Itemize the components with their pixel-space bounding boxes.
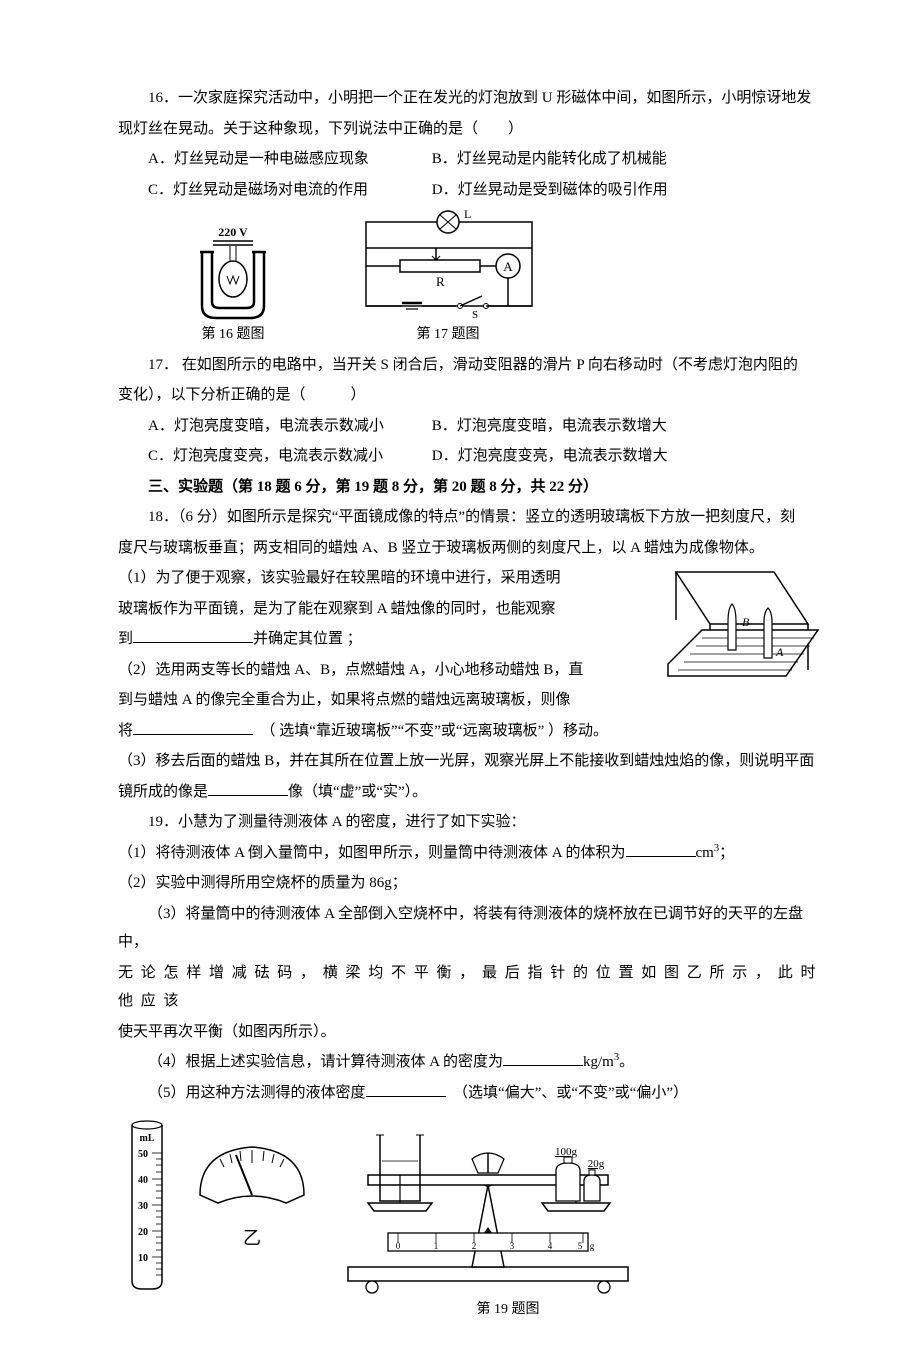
q18-stem-line2: 度尺与玻璃板垂直；两支相同的蜡烛 A、B 竖立于玻璃板两侧的刻度尺上，以 A 蜡… — [118, 534, 822, 563]
q19-blank-3[interactable] — [366, 1082, 446, 1097]
label-S: S — [472, 309, 478, 320]
svg-text:4: 4 — [548, 1241, 553, 1251]
q19-p3-l1: （3）将量筒中的待测液体 A 全部倒入空烧杯中，将装有待测液体的烧杯放在已调节好… — [118, 900, 822, 957]
svg-text:100g: 100g — [555, 1146, 578, 1158]
q17-option-a: A．灯泡亮度变暗，电流表示数减小 — [148, 412, 428, 441]
label-A: A — [775, 645, 784, 659]
q19-figures: mL 50 40 30 20 10 — [118, 1115, 822, 1306]
q18-p3-l1: （3）移去后面的蜡烛 B，并在其所在位置上放一光屏，观察光屏上不能接收到蜡烛烛焰… — [118, 747, 822, 776]
q16-option-d: D．灯丝晃动是受到磁体的吸引作用 — [432, 176, 668, 205]
q19-blank-1[interactable] — [626, 842, 696, 857]
label-R: R — [436, 274, 445, 289]
q19-stem: 19．小慧为了测量待测液体 A 的密度，进行了如下实验： — [118, 808, 822, 837]
q19-blank-2[interactable] — [503, 1051, 583, 1066]
svg-text:10: 10 — [138, 1253, 148, 1264]
q18-figure: B A — [662, 564, 822, 703]
q17-figure: L R A S 第 17 题图 — [348, 210, 548, 349]
figures-16-17: 220 V 第 16 题图 L — [178, 210, 822, 349]
q16-figure-caption: 第 16 题图 — [178, 322, 288, 349]
q19-p5: （5）用这种方法测得的液体密度 （选填“偏大”、或“不变”或“偏小”） — [118, 1079, 822, 1108]
ammeter-a: A — [503, 259, 513, 274]
q17-figure-caption: 第 17 题图 — [348, 322, 548, 349]
label-B: B — [742, 615, 750, 629]
q17-option-c: C．灯泡亮度变亮，电流表示数减小 — [148, 442, 428, 471]
q17-num: 17． — [148, 357, 178, 373]
svg-text:20: 20 — [138, 1227, 148, 1238]
svg-text:50: 50 — [138, 1149, 148, 1160]
q18-num: 18． — [148, 509, 178, 525]
q16-num: 16． — [148, 90, 178, 106]
q19-p3-l3: 使天平再次平衡（如图丙所示）。 — [118, 1018, 822, 1047]
svg-text:1: 1 — [434, 1241, 439, 1251]
svg-text:5: 5 — [578, 1241, 583, 1251]
q17-figure-image: L R A S — [348, 210, 548, 320]
q16-stem-line2: 现灯丝在晃动。关于这种象现，下列说法中正确的是（ ） — [118, 115, 822, 144]
q19-p2: （2）实验中测得所用空烧杯的质量为 86g； — [118, 869, 822, 898]
q19-cylinder: mL 50 40 30 20 10 — [118, 1115, 176, 1306]
q17-option-d: D．灯泡亮度变亮，电流表示数增大 — [432, 442, 668, 471]
svg-text:20g: 20g — [588, 1158, 605, 1170]
q18-p3-l2: 镜所成的像是像（填“虚”或“实”）。 — [118, 778, 822, 807]
q19-figure-caption: 第 19 题图 — [328, 1297, 688, 1324]
q19-num: 19． — [148, 814, 178, 830]
q16-options-row2: C．灯丝晃动是磁场对电流的作用 D．灯丝晃动是受到磁体的吸引作用 — [118, 176, 822, 205]
q16-figure-image: 220 V — [178, 224, 288, 320]
q16-option-b: B．灯丝晃动是内能转化成了机械能 — [432, 145, 667, 174]
q16-stem-line1: 16．一次家庭探究活动中，小明把一个正在发光的灯泡放到 U 形磁体中间，如图所示… — [118, 84, 822, 113]
svg-text:3: 3 — [510, 1241, 515, 1251]
svg-text:40: 40 — [138, 1175, 148, 1186]
label-yi: 乙 — [192, 1221, 312, 1255]
q18-p2-l3: 将 （ 选填“靠近玻璃板”“不变”或“远离玻璃板” ）移动。 — [118, 717, 822, 746]
svg-text:mL: mL — [140, 1133, 155, 1144]
label-L: L — [464, 210, 471, 221]
svg-text:0: 0 — [396, 1241, 401, 1251]
q18-stem-line1: 18．（6 分）如图所示是探究“平面镜成像的特点”的情景：竖立的透明玻璃板下方放… — [118, 503, 822, 532]
q17-stem-line2: 变化），以下分析正确的是（ ） — [118, 381, 822, 410]
section-3-heading: 三、实验题（第 18 题 6 分，第 19 题 8 分，第 20 题 8 分，共… — [118, 473, 822, 502]
q19-p3-l2: 无 论 怎 样 增 减 砝 码 ， 横 梁 均 不 平 衡 ， 最 后 指 针 … — [118, 959, 822, 1016]
q19-p4: （4）根据上述实验信息，请计算待测液体 A 的密度为kg/m3。 — [118, 1048, 822, 1077]
q19-balance: 100g 20g 012345g 第 19 题图 — [328, 1115, 688, 1306]
q16-options-row1: A．灯丝晃动是一种电磁感应现象 B．灯丝晃动是内能转化成了机械能 — [118, 145, 822, 174]
q17-options-row2: C．灯泡亮度变亮，电流表示数减小 D．灯泡亮度变亮，电流表示数增大 — [118, 442, 822, 471]
svg-text:2: 2 — [472, 1241, 477, 1251]
q16-option-c: C．灯丝晃动是磁场对电流的作用 — [148, 176, 428, 205]
label-220v: 220 V — [218, 225, 248, 239]
q17-stem-line1: 17． 在如图所示的电路中，当开关 S 闭合后，滑动变阻器的滑片 P 向右移动时… — [118, 351, 822, 380]
q16-option-a: A．灯丝晃动是一种电磁感应现象 — [148, 145, 428, 174]
q17-options-row1: A．灯泡亮度变暗，电流表示数减小 B．灯泡亮度变暗，电流表示数增大 — [118, 412, 822, 441]
q16-figure: 220 V 第 16 题图 — [178, 224, 288, 349]
q18-blank-1[interactable] — [133, 628, 253, 643]
svg-text:g: g — [590, 1241, 595, 1251]
q18-blank-2[interactable] — [133, 720, 253, 735]
q18-blank-3[interactable] — [208, 781, 288, 796]
svg-text:30: 30 — [138, 1201, 148, 1212]
q19-p1: （1）将待测液体 A 倒入量筒中，如图甲所示，则量筒中待测液体 A 的体积为cm… — [118, 839, 822, 868]
q17-option-b: B．灯泡亮度变暗，电流表示数增大 — [432, 412, 667, 441]
q19-pointer-yi: 乙 — [192, 1133, 312, 1256]
